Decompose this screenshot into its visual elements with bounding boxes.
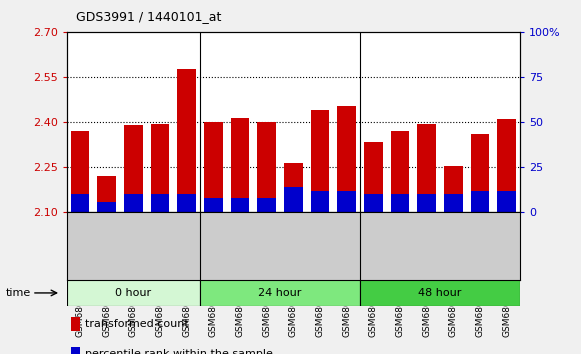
Text: 24 hour: 24 hour: [259, 288, 302, 298]
Bar: [71, 131, 89, 212]
Bar: [71, 194, 89, 212]
Bar: [497, 191, 516, 212]
Bar: [257, 198, 276, 212]
Bar: [364, 194, 383, 212]
Text: 0 hour: 0 hour: [116, 288, 152, 298]
Bar: [471, 134, 489, 212]
Bar: [151, 194, 170, 212]
Bar: [204, 198, 223, 212]
Bar: [338, 191, 356, 212]
Bar: [98, 201, 116, 212]
Bar: [497, 119, 516, 212]
Bar: [360, 280, 520, 306]
Bar: [67, 280, 200, 306]
Bar: [417, 194, 436, 212]
Bar: [311, 191, 329, 212]
Bar: [417, 124, 436, 212]
Bar: [364, 142, 383, 212]
Bar: [311, 110, 329, 212]
Text: percentile rank within the sample: percentile rank within the sample: [85, 349, 273, 354]
Bar: [257, 122, 276, 212]
Bar: [71, 347, 80, 354]
Bar: [444, 166, 462, 212]
Bar: [98, 176, 116, 212]
Bar: [151, 124, 170, 212]
Bar: [71, 317, 80, 331]
Bar: [124, 125, 143, 212]
Text: GDS3991 / 1440101_at: GDS3991 / 1440101_at: [76, 10, 221, 23]
Bar: [444, 194, 462, 212]
Bar: [338, 105, 356, 212]
Bar: [231, 118, 249, 212]
Bar: [200, 280, 360, 306]
Bar: [231, 198, 249, 212]
Bar: [390, 131, 410, 212]
Text: time: time: [6, 288, 31, 298]
Bar: [284, 187, 303, 212]
Bar: [284, 163, 303, 212]
Bar: [390, 194, 410, 212]
Bar: [124, 194, 143, 212]
Text: 48 hour: 48 hour: [418, 288, 462, 298]
Text: transformed count: transformed count: [85, 319, 189, 329]
Bar: [177, 194, 196, 212]
Bar: [471, 191, 489, 212]
Bar: [204, 122, 223, 212]
Bar: [177, 69, 196, 212]
